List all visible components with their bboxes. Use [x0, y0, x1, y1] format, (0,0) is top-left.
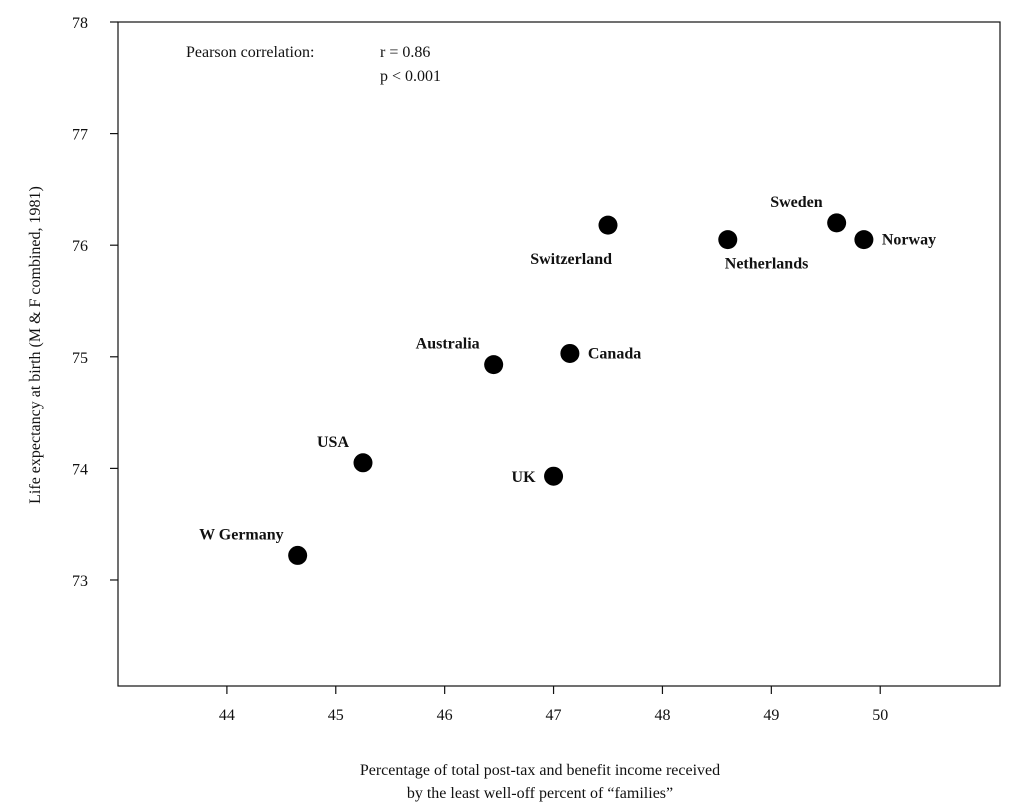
data-point — [353, 453, 373, 473]
data-points: Sweden Norway Netherlands Switzerland Canada… — [199, 194, 936, 565]
y-tick-label: 73 — [72, 573, 88, 590]
point-label: Australia — [416, 336, 480, 353]
y-tick-label: 75 — [72, 350, 88, 367]
x-tick-label: 50 — [872, 707, 888, 724]
data-point — [544, 466, 564, 486]
annotation-p: p < 0.001 — [380, 68, 441, 85]
data-point — [288, 545, 308, 565]
data-point — [718, 230, 738, 250]
data-point — [598, 215, 618, 235]
x-tick-label: 49 — [763, 707, 779, 724]
point-label: Sweden — [770, 194, 823, 211]
point-label: Canada — [588, 345, 641, 362]
point-label: W Germany — [199, 526, 284, 543]
y-tick-label: 76 — [72, 238, 88, 255]
y-tick-label: 74 — [72, 461, 88, 478]
point-label: UK — [512, 469, 537, 486]
x-axis-ticks: 44 45 46 47 48 49 50 — [219, 686, 888, 724]
point-label: Netherlands — [725, 256, 809, 273]
x-tick-label: 47 — [546, 707, 562, 724]
y-tick-label: 77 — [72, 127, 88, 144]
y-axis-title: Life expectancy at birth (M & F combined… — [27, 186, 44, 504]
x-axis-title-line-1: Percentage of total post-tax and benefit… — [360, 762, 720, 779]
point-label: Switzerland — [530, 251, 612, 268]
point-label: USA — [317, 434, 349, 451]
plot-frame — [117, 21, 1001, 687]
x-tick-label: 46 — [437, 707, 453, 724]
data-point — [484, 355, 504, 375]
x-axis-title-line-2: by the least well-off percent of “famili… — [407, 785, 673, 802]
data-point — [560, 343, 580, 363]
y-axis-ticks: 73 74 75 76 77 78 — [72, 15, 118, 590]
x-tick-label: 48 — [654, 707, 670, 724]
annotation-r: r = 0.86 — [380, 44, 430, 61]
plot-border — [117, 21, 1001, 687]
x-tick-label: 44 — [219, 707, 235, 724]
point-label: Norway — [882, 232, 936, 249]
x-tick-label: 45 — [328, 707, 344, 724]
annotation-label: Pearson correlation: — [186, 44, 314, 61]
y-tick-label: 78 — [72, 15, 88, 32]
data-point — [827, 213, 847, 233]
data-point — [854, 230, 874, 250]
